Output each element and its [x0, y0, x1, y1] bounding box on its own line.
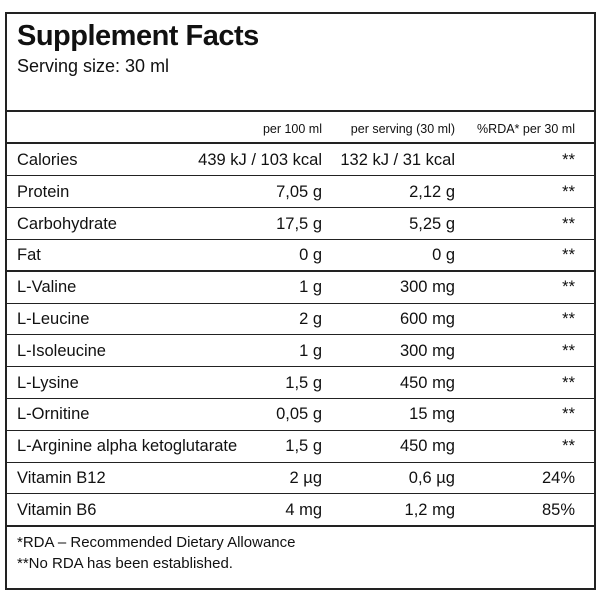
row-divider [7, 366, 594, 368]
row-label: Calories [17, 151, 78, 169]
cell-value: 2 g [299, 310, 322, 328]
cell-value: 5,25 g [409, 214, 455, 233]
cell-value: ** [562, 214, 575, 233]
cell-value: 300 mg [399, 341, 455, 360]
row-label: L-Valine [17, 278, 77, 297]
cell-value: 7,05 g [276, 182, 322, 201]
cell-value: ** [562, 310, 575, 328]
row-divider [7, 524, 594, 527]
row-divider [7, 238, 594, 240]
row-label: L-Ornitine [17, 405, 90, 424]
row-label: L-Lysine [17, 373, 79, 392]
row-label: L-Arginine alpha ketoglutarate [17, 437, 238, 456]
cell-value: 24% [541, 469, 575, 487]
cell-value: 1,5 g [285, 373, 322, 392]
cell-value: ** [562, 151, 575, 169]
cell-value: 439 kJ / 103 kcal [198, 151, 322, 169]
cell-value: 2 µg [289, 469, 322, 487]
row-label: Protein [17, 182, 70, 201]
row-label: Fat [17, 246, 41, 265]
divider [7, 110, 594, 112]
cell-value: ** [562, 278, 575, 297]
cell-value: ** [562, 341, 575, 360]
row-label: Carbohydrate [17, 214, 117, 233]
facts-panel: Supplement Facts Serving size: 30 ml per… [5, 12, 596, 590]
title: Supplement Facts [17, 20, 259, 52]
row-divider [7, 270, 594, 273]
row-label: L-Leucine [17, 310, 90, 328]
cell-value: 1 g [299, 278, 322, 297]
divider [7, 142, 594, 144]
row-label: L-Isoleucine [17, 341, 106, 360]
row-divider [7, 175, 594, 177]
cell-value: 300 mg [399, 278, 455, 297]
column-header: %RDA* per 30 ml [477, 122, 575, 136]
footnote: *RDA – Recommended Dietary Allowance [17, 533, 296, 551]
cell-value: ** [562, 246, 575, 265]
row-divider [7, 429, 594, 431]
cell-value: 450 mg [399, 373, 455, 392]
cell-value: 85% [541, 500, 575, 519]
cell-value: 600 mg [399, 310, 455, 328]
cell-value: ** [562, 182, 575, 201]
row-divider [7, 493, 594, 495]
cell-value: 4 mg [285, 500, 322, 519]
cell-value: 1,5 g [285, 437, 322, 456]
cell-value: ** [562, 437, 575, 456]
row-divider [7, 302, 594, 304]
row-label: Vitamin B12 [17, 469, 106, 487]
row-divider [7, 461, 594, 463]
cell-value: 0 g [432, 246, 455, 265]
cell-value: 1,2 mg [404, 500, 455, 519]
cell-value: 132 kJ / 31 kcal [340, 151, 455, 169]
cell-value: 0,6 µg [408, 469, 455, 487]
row-label: Vitamin B6 [17, 500, 97, 519]
cell-value: 17,5 g [276, 214, 322, 233]
cell-value: 2,12 g [409, 182, 455, 201]
cell-value: ** [562, 405, 575, 424]
row-divider [7, 397, 594, 399]
cell-value: 0,05 g [276, 405, 322, 424]
cell-value: 15 mg [409, 405, 455, 424]
row-divider [7, 334, 594, 336]
cell-value: 0 g [299, 246, 322, 265]
cell-value: ** [562, 373, 575, 392]
column-header: per 100 ml [262, 122, 322, 136]
row-divider [7, 207, 594, 209]
cell-value: 450 mg [399, 437, 455, 456]
column-header: per serving (30 ml) [350, 122, 455, 136]
serving-size: Serving size: 30 ml [17, 56, 170, 76]
cell-value: 1 g [299, 341, 322, 360]
footnote: **No RDA has been established. [17, 554, 233, 572]
